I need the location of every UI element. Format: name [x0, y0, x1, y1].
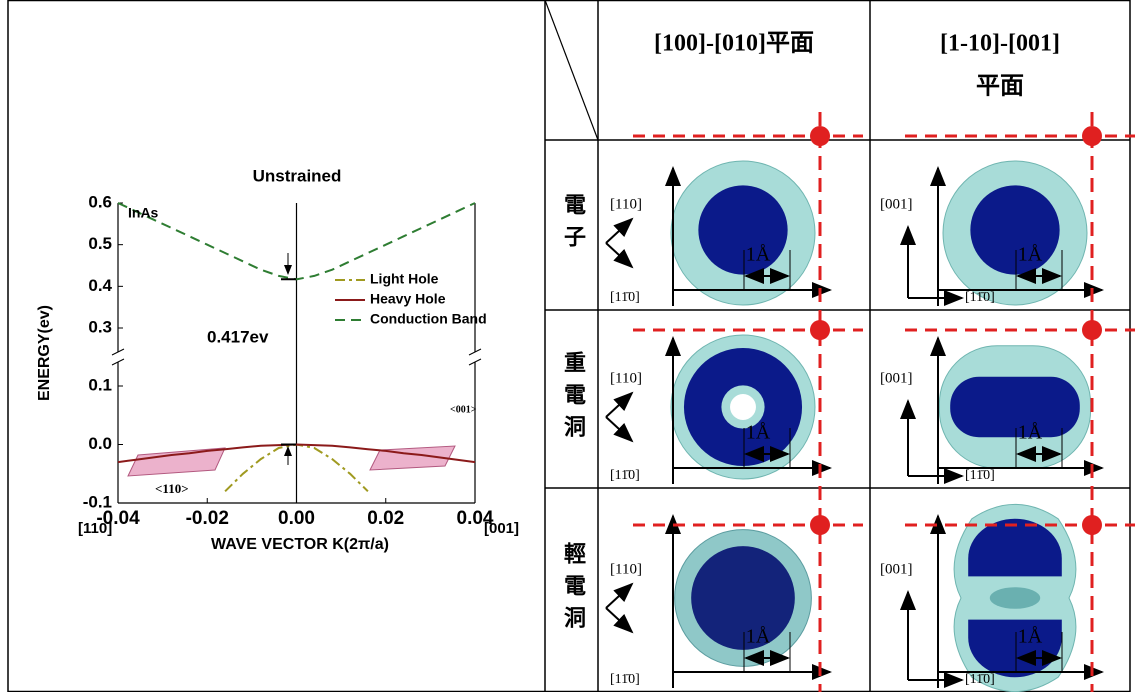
axis-label: [11̄0]	[610, 672, 640, 687]
row-header: 輕電洞	[561, 541, 586, 638]
column-header: [100]-[010]平面	[654, 31, 814, 57]
axis-label: [110]	[610, 370, 642, 386]
axis-label: [001]	[880, 196, 913, 212]
axis-label: [11̄0]	[965, 468, 995, 483]
content: Unstrained-0.10.00.10.30.40.50.6-0.04-0.…	[36, 31, 1135, 692]
column-header: 平面	[976, 74, 1024, 100]
annotation: <001>	[450, 404, 477, 415]
orient-arrow	[606, 393, 632, 417]
orient-arrow	[606, 219, 632, 243]
orient-arrow	[606, 243, 632, 267]
column-header: [1-10]-[001]	[940, 31, 1060, 57]
axis-label: [110]	[610, 561, 642, 577]
annotation: InAs	[128, 205, 159, 221]
chart-title: Unstrained	[253, 166, 342, 185]
x-tick-label: -0.02	[186, 508, 229, 529]
orient-arrow	[606, 417, 632, 441]
x-axis-label: WAVE VECTOR K(2π/a)	[211, 536, 389, 553]
y-tick-label: 0.1	[88, 375, 112, 394]
axis-label: [11̄0]	[610, 468, 640, 483]
y-tick-label: 0.6	[88, 192, 112, 211]
scale-label: 1Å	[746, 244, 771, 266]
axis-label: [11̄0]	[965, 290, 995, 305]
y-tick-label: 0.4	[88, 276, 112, 295]
x-tick-label: 0.00	[278, 508, 315, 529]
annotation: 0.417ev	[207, 327, 269, 346]
hole	[730, 394, 756, 420]
y-tick-label: 0.3	[88, 317, 112, 336]
inner-surface	[990, 587, 1040, 609]
row-header: 電子	[561, 193, 586, 257]
inner-surface	[970, 185, 1059, 274]
scale-label: 1Å	[1018, 422, 1043, 444]
scale-label: 1Å	[1018, 244, 1043, 266]
x-end-label: [110]	[78, 520, 112, 537]
orient-arrow	[606, 584, 632, 608]
axis-label: [11̄0]	[610, 290, 640, 305]
legend-label: Heavy Hole	[370, 291, 446, 307]
annotation: <110>	[155, 481, 189, 496]
figure: Unstrained-0.10.00.10.30.40.50.6-0.04-0.…	[0, 0, 1137, 692]
scale-label: 1Å	[746, 626, 771, 648]
x-tick-label: 0.02	[367, 508, 404, 529]
inner-surface	[950, 377, 1080, 437]
axis-label: [001]	[880, 370, 913, 386]
scale-label: 1Å	[1018, 626, 1043, 648]
orient-arrow	[606, 608, 632, 632]
legend-label: Light Hole	[370, 271, 439, 287]
axis-label: [11̄0]	[965, 672, 995, 687]
scale-label: 1Å	[746, 422, 771, 444]
inner-surface	[691, 546, 795, 650]
y-axis-label: ENERGY(ev)	[36, 305, 53, 401]
x-end-label: [001]	[484, 520, 519, 537]
row-header: 重電洞	[561, 351, 586, 447]
y-tick-label: 0.0	[88, 434, 112, 453]
y-tick-label: 0.5	[88, 234, 112, 253]
axis-label: [110]	[610, 196, 642, 212]
axis-label: [001]	[880, 561, 913, 577]
crystal	[128, 448, 225, 476]
inner-surface	[698, 185, 787, 274]
diagonal	[545, 0, 598, 140]
legend-label: Conduction Band	[370, 311, 487, 327]
